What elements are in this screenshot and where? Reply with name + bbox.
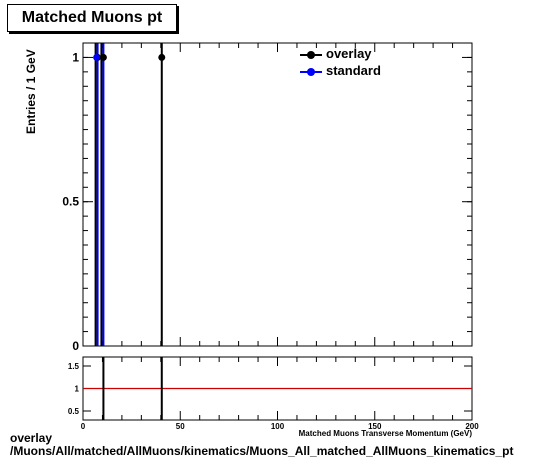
x-tick-label: 200 xyxy=(465,422,479,431)
x-tick-label: 50 xyxy=(176,422,185,431)
ratio-y-tick-label: 1 xyxy=(75,385,80,394)
footer-caption: overlay /Muons/All/matched/AllMuons/kine… xyxy=(10,432,513,458)
x-axis-label: Matched Muons Transverse Momentum (GeV) xyxy=(298,429,472,438)
main-plot-frame xyxy=(82,42,473,347)
chart-title: Matched Muons pt xyxy=(7,4,177,32)
overlay-marker xyxy=(158,53,166,61)
overlay-marker xyxy=(99,53,107,61)
footer-line-2: /Muons/All/matched/AllMuons/kinematics/M… xyxy=(10,444,514,458)
x-tick-label: 0 xyxy=(81,422,86,431)
legend-overlay-marker xyxy=(307,51,315,59)
y-axis-label: Entries / 1 GeV xyxy=(24,49,38,134)
y-tick-label: 0.5 xyxy=(62,195,79,209)
legend-standard-label: standard xyxy=(326,63,381,78)
x-tick-label: 150 xyxy=(368,422,382,431)
x-tick-label: 100 xyxy=(271,422,285,431)
y-tick-label: 0 xyxy=(72,339,79,353)
legend-standard-marker xyxy=(307,68,315,76)
y-tick-label: 1 xyxy=(72,50,79,64)
standard-marker xyxy=(93,53,101,61)
footer-line-1: overlay xyxy=(10,431,53,445)
ratio-y-tick-label: 0.5 xyxy=(68,407,80,416)
legend-overlay-label: overlay xyxy=(326,46,372,61)
ratio-y-tick-label: 1.5 xyxy=(68,362,80,371)
